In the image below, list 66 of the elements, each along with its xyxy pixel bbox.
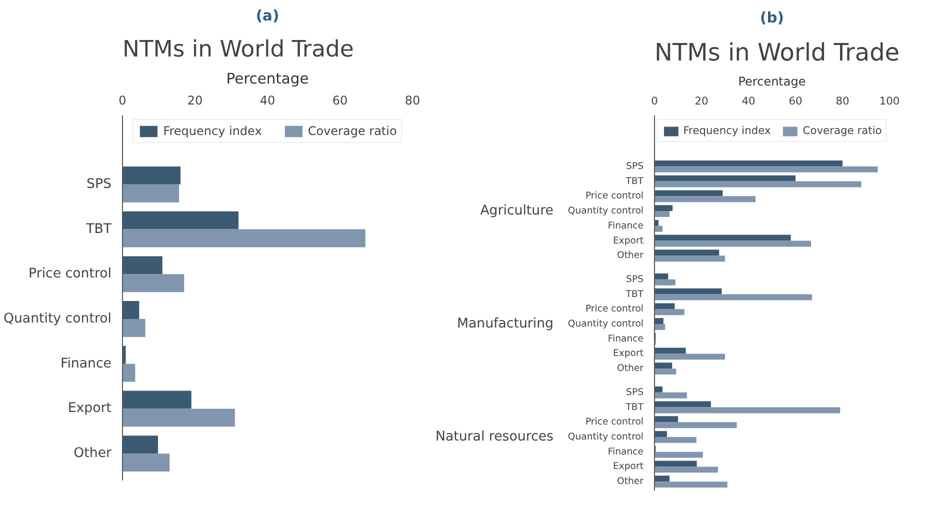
x-tick-label: 40 (260, 94, 276, 108)
bar (122, 364, 136, 382)
y-tick-label: Export (68, 401, 112, 416)
x-axis-title: Percentage (226, 70, 309, 88)
chart-subtitle: NTMs in World Trade (122, 36, 354, 62)
text: Agriculture (480, 204, 554, 219)
chart-subtitle: NTMs in World Trade (654, 38, 900, 66)
x-tick-label: 60 (788, 94, 802, 108)
x-tick-label: 20 (187, 94, 203, 108)
y-tick-label: Export (612, 348, 644, 360)
y-tick-label: Export (612, 461, 644, 472)
text: Manufacturing (456, 316, 554, 332)
bar (122, 256, 162, 274)
bar (122, 454, 170, 472)
y-tick-label: SPS (626, 386, 644, 398)
x-tick-label: 40 (742, 94, 756, 108)
bar (122, 319, 146, 337)
y-tick-label: Other (617, 363, 644, 374)
x-tick-label: 80 (404, 94, 420, 108)
bar (122, 390, 192, 409)
y-tick-label: Quantity control (568, 431, 644, 442)
y-tick-label: Other (617, 250, 644, 262)
y-tick-label: Quantity control (3, 312, 112, 326)
y-tick-label: Price control (585, 416, 644, 428)
x-tick-label: 0 (118, 94, 126, 108)
x-tick-label: 20 (694, 94, 708, 108)
x-tick-label: 100 (879, 94, 900, 108)
y-tick-label: Quantity control (568, 318, 644, 330)
y-tick-label: Price control (28, 266, 112, 282)
y-tick-label: Finance (608, 220, 644, 232)
legend-label: Frequency index (163, 124, 262, 138)
y-tick-label: Other (74, 446, 112, 462)
legend-label: Frequency index (683, 124, 771, 137)
y-tick-label: Price control (585, 190, 644, 202)
legend-label: Coverage ratio (802, 124, 882, 137)
y-tick-label: Finance (608, 333, 644, 344)
y-tick-label: Price control (585, 304, 644, 315)
bar (122, 301, 140, 319)
bar (122, 184, 180, 202)
chart-title: (b) (760, 10, 784, 26)
y-tick-label: SPS (626, 274, 644, 285)
bar (122, 166, 180, 184)
y-tick-label: Finance (608, 446, 644, 458)
y-tick-label: TBT (85, 222, 112, 237)
y-tick-label: TBT (624, 176, 644, 187)
bar (122, 436, 158, 454)
bar (122, 408, 235, 427)
bar (122, 346, 126, 364)
y-tick-label: Other (617, 476, 644, 488)
y-tick-label: SPS (86, 176, 112, 192)
text: Natural resources (436, 429, 554, 444)
x-tick-label: 60 (332, 94, 348, 108)
x-tick-label: 80 (836, 94, 850, 108)
x-axis-title: Percentage (738, 74, 806, 88)
y-tick-label: TBT (624, 402, 644, 413)
y-tick-label: TBT (624, 288, 644, 300)
x-tick-label: 0 (651, 94, 658, 108)
bar (122, 274, 184, 292)
bar (122, 211, 238, 230)
y-tick-label: SPS (626, 160, 644, 172)
y-tick-label: Finance (60, 356, 112, 372)
y-tick-label: Quantity control (568, 206, 644, 217)
legend-label: Coverage ratio (308, 124, 397, 138)
chart-title: (a) (256, 8, 280, 24)
bar (122, 229, 366, 248)
y-tick-label: Export (612, 235, 644, 246)
